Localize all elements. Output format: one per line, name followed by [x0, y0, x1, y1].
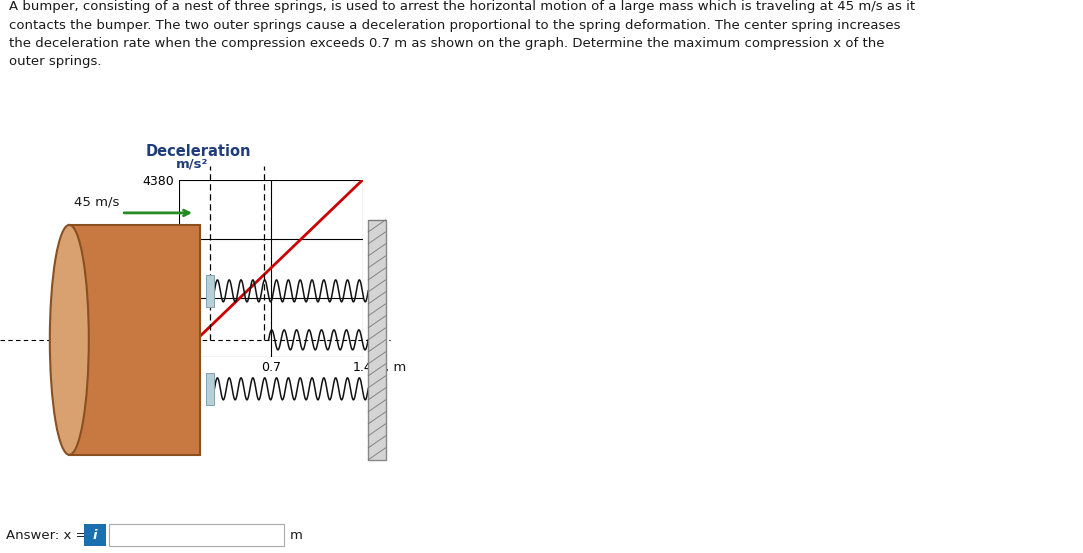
Bar — [206, 373, 214, 405]
Text: 45 m/s: 45 m/s — [74, 196, 119, 209]
Text: A bumper, consisting of a nest of three springs, is used to arrest the horizonta: A bumper, consisting of a nest of three … — [9, 0, 915, 69]
Bar — [84, 524, 106, 546]
Text: Answer: x =: Answer: x = — [6, 529, 87, 541]
Text: x: x — [374, 362, 381, 374]
Text: i: i — [93, 529, 97, 541]
Bar — [368, 220, 386, 460]
Bar — [109, 524, 284, 546]
Ellipse shape — [50, 225, 89, 455]
Bar — [206, 275, 214, 307]
Text: , m: , m — [386, 362, 406, 374]
Bar — [69, 225, 200, 455]
Text: Deceleration: Deceleration — [146, 144, 251, 159]
Text: m: m — [290, 529, 303, 541]
Text: m/s²: m/s² — [177, 158, 208, 171]
